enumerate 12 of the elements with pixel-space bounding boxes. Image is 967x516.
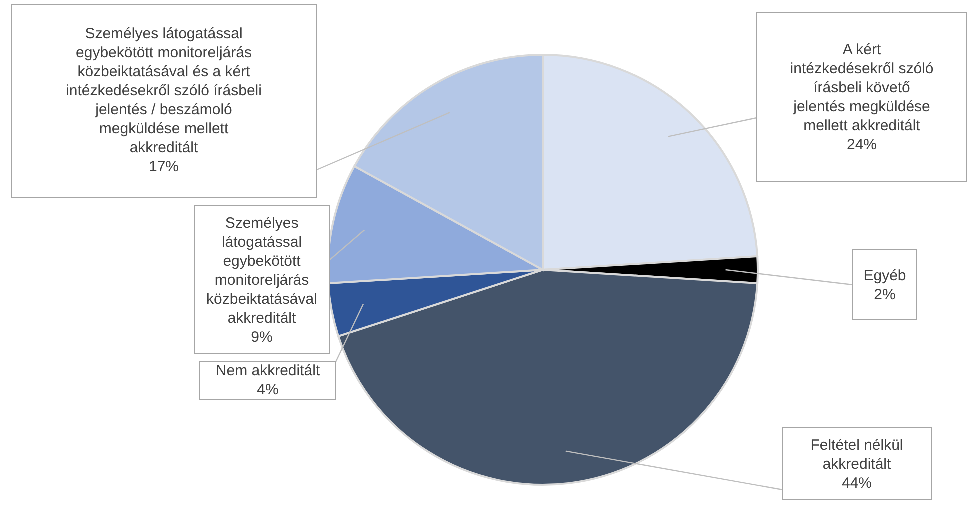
slice-label: Személyes látogatással egybekötött monitoreljárás közbeiktatásával és a kért intézkedésekről szóló írásbeli jelentés / beszámoló megküldése mellett akkreditált [66, 26, 262, 156]
data-label: 17% [148, 158, 180, 176]
data-label: 9% [251, 329, 273, 346]
data-label: 44% [842, 475, 872, 492]
slice-label: Feltétel nélkül akkreditált [810, 437, 904, 473]
slice-label: Személyes látogatással egybekötött monitoreljárás közbeiktatásával akkreditált [206, 215, 318, 327]
slice-label: Nem akkreditált [216, 362, 321, 380]
slice-label: Egyéb [864, 268, 906, 284]
data-label: 2% [874, 286, 896, 304]
slice-label: A kért intézkedésekről szóló írásbeli követő jelentés megküldése mellett akkreditált [790, 42, 934, 134]
data-label: 24% [846, 136, 878, 154]
data-label: 4% [257, 382, 279, 398]
